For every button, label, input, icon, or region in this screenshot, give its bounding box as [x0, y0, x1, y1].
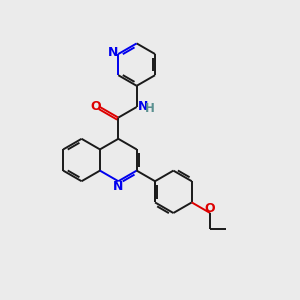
Text: N: N — [107, 46, 118, 59]
Text: H: H — [145, 102, 154, 115]
Text: O: O — [91, 100, 101, 113]
Text: N: N — [112, 180, 123, 193]
Text: N: N — [138, 100, 148, 113]
Text: O: O — [205, 202, 215, 214]
